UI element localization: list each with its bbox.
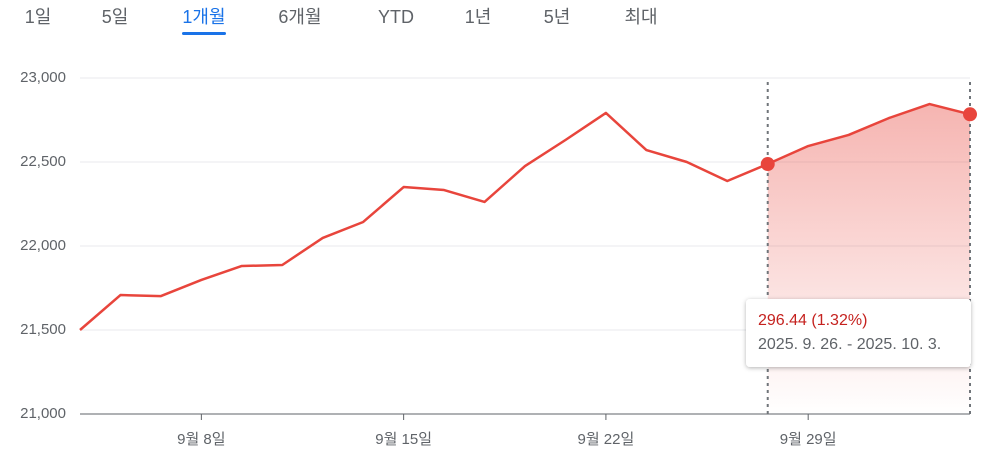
tooltip: 296.44 (1.32%) 2025. 9. 26. - 2025. 10. 3… (746, 299, 971, 367)
tooltip-box (746, 299, 971, 367)
range-tab[interactable]: 1개월 (182, 7, 225, 27)
range-tabs: 1일 5일 1개월 6개월 YTD 1년 5년 최대 (25, 7, 658, 35)
x-tick-label: 9월 29일 (780, 431, 837, 448)
x-tick-label: 9월 15일 (375, 431, 432, 448)
x-tick-label: 9월 8일 (177, 431, 225, 448)
selection-point (963, 107, 977, 122)
range-tab[interactable]: 1일 (25, 7, 52, 27)
y-tick-label: 21,500 (20, 321, 66, 338)
range-tab[interactable]: 6개월 (278, 7, 321, 27)
price-line (79, 102, 971, 331)
x-tick-label: 9월 22일 (578, 431, 635, 448)
range-tab[interactable]: 5일 (102, 7, 129, 27)
selection-point (760, 157, 775, 172)
active-tab-underline (182, 32, 226, 35)
tooltip-change: 296.44 (1.32%) (758, 312, 867, 329)
range-tab[interactable]: 최대 (624, 7, 657, 27)
range-tab[interactable]: 1년 (465, 7, 492, 27)
range-tab[interactable]: 5년 (544, 7, 571, 27)
range-tab[interactable]: YTD (378, 7, 414, 27)
y-tick-label: 23,000 (20, 69, 66, 86)
y-tick-label: 22,000 (20, 237, 66, 254)
tooltip-dates: 2025. 9. 26. - 2025. 10. 3. (758, 336, 941, 353)
y-tick-label: 21,000 (20, 405, 66, 422)
y-tick-label: 22,500 (20, 153, 66, 170)
